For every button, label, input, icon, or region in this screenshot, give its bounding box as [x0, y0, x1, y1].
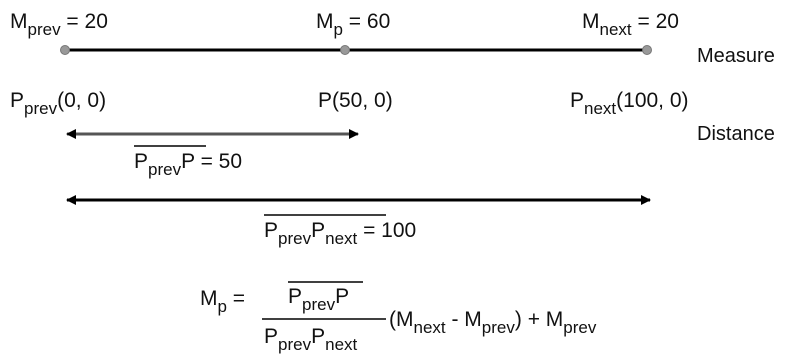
measure-axis-label: Measure [697, 45, 775, 67]
measure-point-prev [60, 45, 70, 55]
measure-point-next [642, 45, 652, 55]
formula-denominator: PprevPnext [264, 325, 358, 354]
distance-prev-next-label: PprevPnext = 100 [264, 219, 416, 248]
measure-point-p [340, 45, 350, 55]
formula-rhs: (Mnext - Mprev) + Mprev [389, 308, 597, 337]
distance-prev-p-label: PprevP = 50 [134, 150, 242, 179]
distance-axis-label: Distance [697, 123, 775, 145]
m-prev-label: Mprev = 20 [10, 10, 108, 39]
formula-lhs: Mp = [200, 287, 245, 316]
p-label: P(50, 0) [318, 89, 393, 112]
p-prev-label: Pprev(0, 0) [10, 89, 106, 118]
formula-numerator: PprevP [288, 285, 349, 314]
m-p-label: Mp = 60 [316, 10, 390, 39]
m-next-label: Mnext = 20 [582, 10, 679, 39]
p-next-label: Pnext(100, 0) [570, 89, 689, 118]
